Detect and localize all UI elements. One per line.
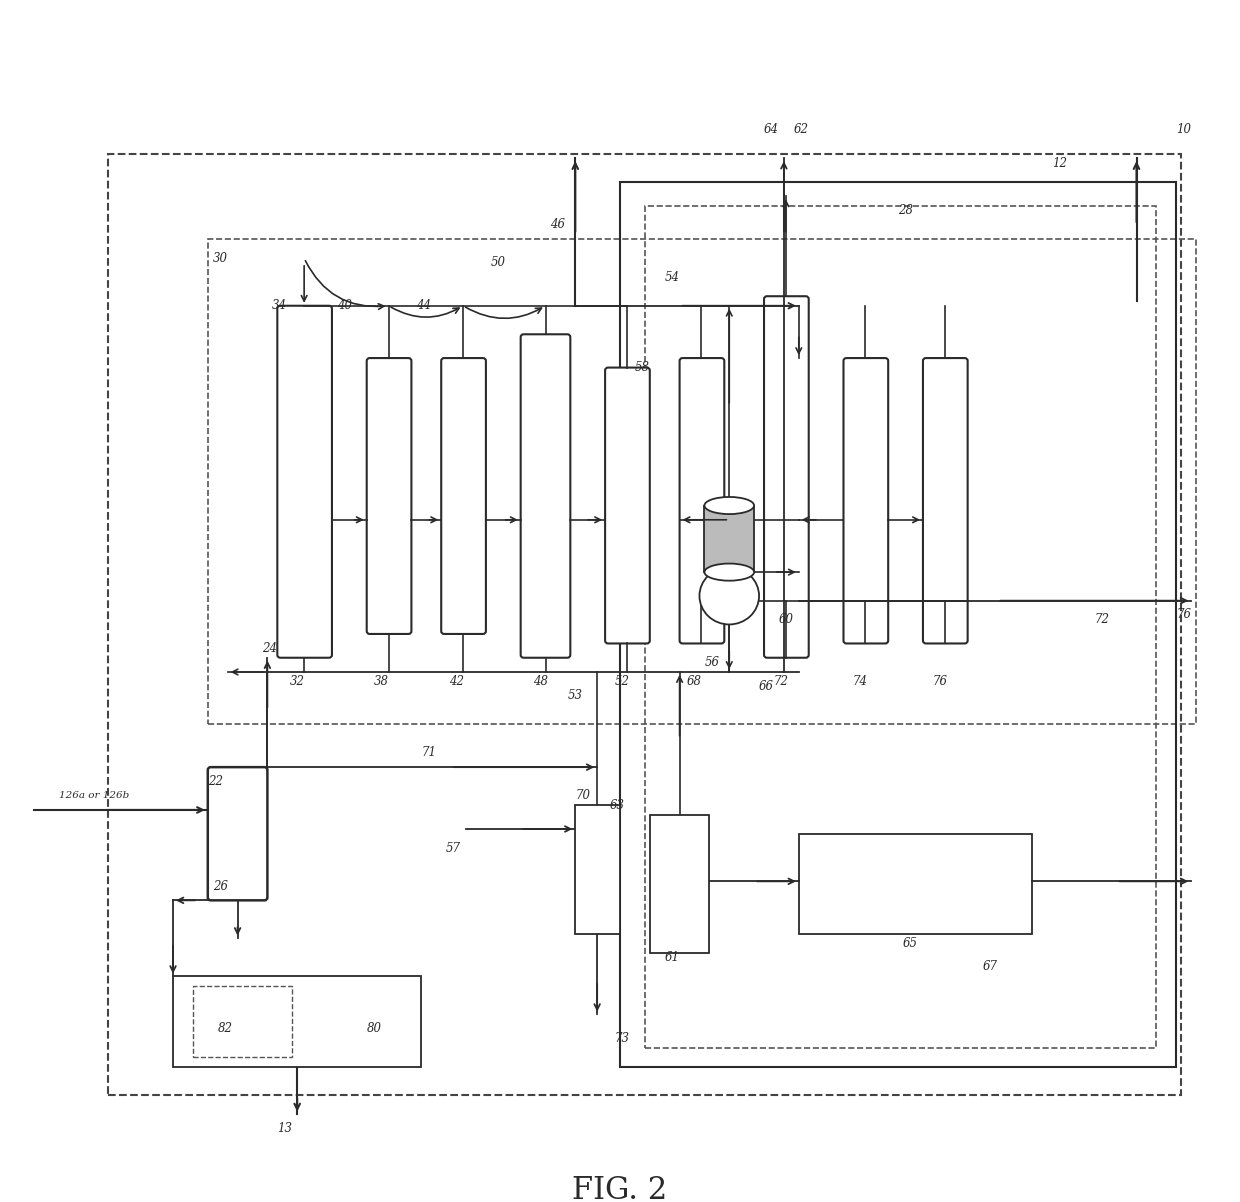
Text: 68: 68	[687, 676, 702, 688]
Text: 61: 61	[665, 951, 680, 964]
Bar	[174, 976, 422, 1067]
FancyBboxPatch shape	[605, 368, 650, 643]
Text: 63: 63	[610, 798, 625, 811]
FancyBboxPatch shape	[278, 305, 332, 657]
FancyBboxPatch shape	[764, 296, 808, 657]
Text: 42: 42	[449, 676, 464, 688]
Bar	[645, 206, 1157, 1048]
Bar	[575, 805, 620, 934]
Text: 58: 58	[635, 361, 650, 374]
Text: 65: 65	[903, 936, 918, 950]
Text: 66: 66	[759, 680, 774, 692]
Text: 60: 60	[779, 613, 794, 626]
Text: 70: 70	[575, 790, 590, 802]
Text: 48: 48	[533, 676, 548, 688]
Text: 56: 56	[704, 656, 719, 670]
Text: 126a or 126b: 126a or 126b	[58, 791, 129, 801]
Text: 10: 10	[1177, 124, 1192, 136]
Text: 72: 72	[774, 676, 789, 688]
Ellipse shape	[704, 564, 754, 581]
Text: 54: 54	[665, 270, 680, 284]
Bar	[799, 834, 1032, 934]
Text: 64: 64	[764, 124, 779, 136]
Text: 30: 30	[213, 251, 228, 264]
Text: 24: 24	[263, 642, 278, 655]
Text: 67: 67	[982, 960, 997, 974]
Text: 53: 53	[568, 689, 583, 702]
Bar	[208, 239, 1197, 725]
FancyBboxPatch shape	[843, 358, 888, 643]
Text: 32: 32	[290, 676, 305, 688]
Text: 38: 38	[374, 676, 389, 688]
Bar	[193, 986, 293, 1058]
FancyBboxPatch shape	[680, 358, 724, 643]
Text: 40: 40	[337, 299, 352, 313]
Bar	[108, 154, 1182, 1095]
Text: 34: 34	[273, 299, 288, 313]
Text: 26: 26	[213, 880, 228, 893]
Bar	[620, 182, 1177, 1067]
FancyBboxPatch shape	[367, 358, 412, 633]
Text: 22: 22	[208, 775, 223, 789]
Bar	[704, 506, 754, 572]
Text: 73: 73	[615, 1031, 630, 1045]
Text: 52: 52	[615, 676, 630, 688]
Text: FIG. 2: FIG. 2	[573, 1176, 667, 1202]
Text: 44: 44	[417, 299, 432, 313]
Ellipse shape	[699, 567, 759, 625]
FancyBboxPatch shape	[208, 767, 268, 900]
Text: 76: 76	[1177, 608, 1192, 621]
Text: 76: 76	[932, 676, 947, 688]
Text: 82: 82	[218, 1022, 233, 1035]
FancyBboxPatch shape	[521, 334, 570, 657]
Text: 12: 12	[1052, 156, 1068, 169]
Text: 62: 62	[794, 124, 808, 136]
Text: 50: 50	[491, 256, 506, 269]
Text: 28: 28	[898, 204, 913, 218]
Text: 71: 71	[422, 746, 436, 760]
Text: 13: 13	[278, 1123, 293, 1135]
Text: 46: 46	[551, 219, 565, 231]
Ellipse shape	[704, 496, 754, 514]
Bar	[650, 815, 709, 953]
Text: 80: 80	[367, 1022, 382, 1035]
Text: 57: 57	[446, 841, 461, 855]
Text: 72: 72	[1094, 613, 1110, 626]
Text: 74: 74	[853, 676, 868, 688]
FancyBboxPatch shape	[441, 358, 486, 633]
FancyBboxPatch shape	[923, 358, 967, 643]
